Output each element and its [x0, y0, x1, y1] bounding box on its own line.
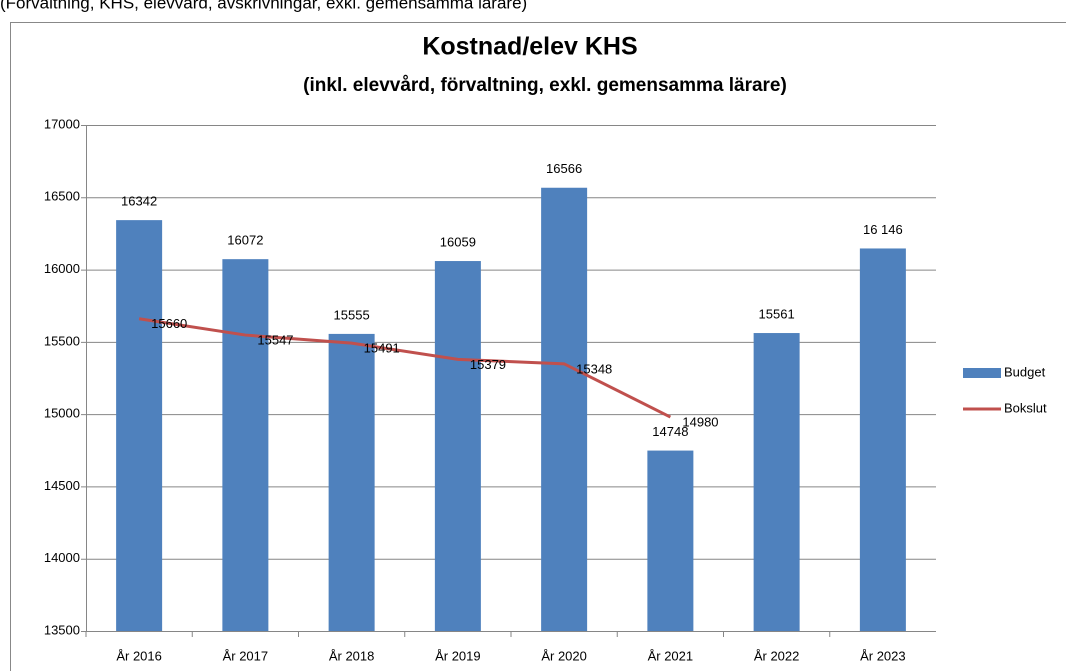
bar	[434, 261, 481, 631]
bar-label: 16 146	[863, 222, 903, 237]
x-tick-label: År 2017	[223, 648, 269, 663]
y-tick-label: 15000	[44, 406, 80, 421]
bar-label: 16059	[440, 234, 476, 249]
line-label: 15348	[576, 361, 612, 376]
bar	[753, 333, 800, 631]
line-label: 15379	[470, 357, 506, 372]
bar	[116, 220, 163, 632]
line-label: 15660	[151, 316, 187, 331]
x-tick-label: År 2021	[648, 648, 694, 663]
bar	[541, 187, 588, 631]
bar-label: 16566	[546, 161, 582, 176]
bar	[859, 248, 906, 632]
x-tick-label: År 2020	[541, 648, 587, 663]
y-tick-label: 14500	[44, 478, 80, 493]
bar	[222, 259, 269, 631]
x-tick-label: År 2019	[435, 648, 481, 663]
x-tick-label: År 2023	[860, 648, 906, 663]
bar-label: 14748	[652, 424, 688, 439]
line-label: 14980	[682, 414, 718, 429]
line	[138, 317, 672, 419]
chart-subtitle: (inkl. elevvård, förvaltning, exkl. geme…	[303, 75, 787, 96]
y-tick-label: 16500	[44, 189, 80, 204]
legend-label: Budget	[1004, 364, 1046, 379]
legend-label: Bokslut	[1004, 400, 1047, 415]
bar-label: 16342	[121, 194, 157, 209]
line-label: 15547	[257, 332, 293, 347]
y-tick-label: 16000	[44, 261, 80, 276]
page-note: (Förvaltning, KHS, elevvård, avskrivning…	[0, 0, 527, 12]
bar-label: 15555	[334, 307, 370, 322]
x-tick-label: År 2022	[754, 648, 800, 663]
chart-title: Kostnad/elev KHS	[422, 33, 637, 61]
y-tick-label: 15500	[44, 333, 80, 348]
chart-frame	[10, 22, 1066, 671]
x-tick-label: År 2016	[116, 648, 162, 663]
y-tick-label: 13500	[44, 622, 80, 637]
bar	[328, 333, 375, 631]
x-tick-label: År 2018	[329, 648, 375, 663]
bar-label: 15561	[759, 306, 795, 321]
bar-label: 16072	[227, 233, 263, 248]
y-tick-label: 17000	[44, 116, 80, 131]
bar	[647, 450, 694, 631]
legend-swatch	[963, 368, 1001, 378]
line-label: 15491	[364, 341, 400, 356]
y-tick-label: 14000	[44, 550, 80, 565]
